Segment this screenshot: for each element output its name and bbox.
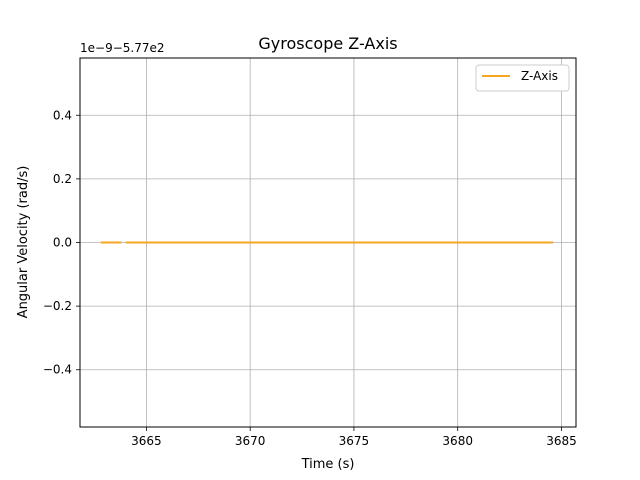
x-tick-label: 3685	[546, 434, 577, 448]
chart-title: Gyroscope Z-Axis	[258, 34, 397, 53]
y-tick-label: −0.2	[43, 299, 72, 313]
y-tick-label: 0.4	[53, 108, 72, 122]
x-tick-label: 3665	[131, 434, 162, 448]
legend-box	[475, 64, 570, 92]
y-tick-label: 0.0	[53, 236, 72, 250]
x-tick-label: 3680	[442, 434, 473, 448]
x-tick-label: 3675	[339, 434, 370, 448]
legend-label: Z-Axis	[521, 69, 558, 83]
y-tick-label: 0.2	[53, 172, 72, 186]
y-axis-label: Angular Velocity (rad/s)	[16, 166, 31, 319]
legend: Z-Axis	[475, 64, 570, 92]
y-tick-label: −0.4	[43, 363, 72, 377]
y-offset-label: 1e−9−5.77e2	[80, 41, 165, 55]
axis-ticks: 3665 3670 3675 3680 3685 −0.4 −0.2 0.0 0.2 0.4	[43, 108, 577, 448]
x-tick-label: 3670	[235, 434, 266, 448]
x-axis-label: Time (s)	[301, 457, 355, 472]
